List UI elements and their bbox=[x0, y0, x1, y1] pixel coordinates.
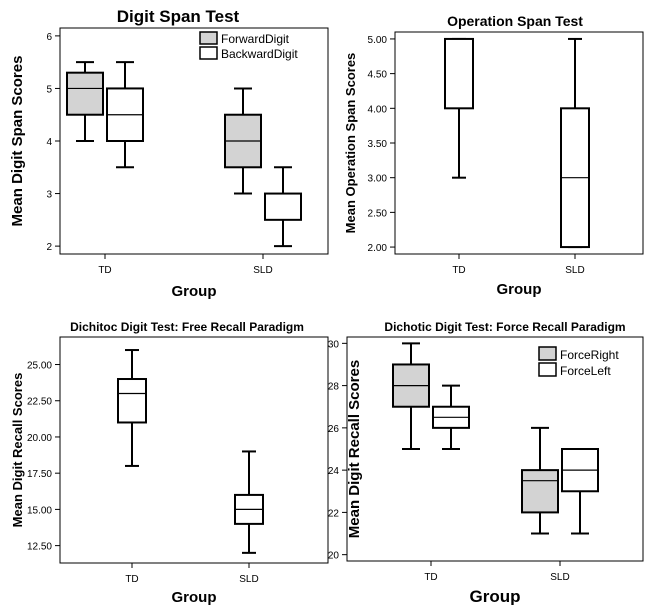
x-tick-label: TD bbox=[125, 574, 138, 585]
y-tick-label: 15.00 bbox=[27, 505, 52, 516]
chart-title: Operation Span Test bbox=[447, 13, 583, 29]
x-tick-label: TD bbox=[98, 265, 111, 276]
legend-swatch-forceleft bbox=[538, 362, 557, 377]
x-axis-label: Group bbox=[172, 283, 217, 300]
box-iqr bbox=[444, 37, 474, 110]
y-tick-label: 2 bbox=[46, 242, 52, 253]
y-tick-label: 17.50 bbox=[27, 469, 52, 480]
chart-title: Dichitoc Digit Test: Free Recall Paradig… bbox=[70, 320, 304, 334]
box-td bbox=[117, 349, 147, 467]
y-axis-label: Mean Digit Recall Scores bbox=[10, 373, 25, 528]
chart-panel-2: Operation Span Test Mean Operation Span S… bbox=[343, 13, 644, 298]
y-axis-label: Mean Digit Span Scores bbox=[9, 56, 26, 227]
y-tick-label: 12.50 bbox=[27, 542, 52, 553]
y-tick-label: 22 bbox=[328, 508, 340, 519]
y-axis-label: Mean Operation Span Scores bbox=[343, 53, 358, 234]
y-tick-label: 3 bbox=[46, 190, 52, 201]
legend-swatch-forceright bbox=[538, 346, 557, 361]
plot-frame bbox=[346, 336, 644, 562]
box-forceright-td bbox=[392, 342, 430, 450]
legend-label-forceright: ForceRight bbox=[560, 348, 619, 362]
y-tick-label: 4 bbox=[46, 137, 52, 148]
box-sld bbox=[560, 37, 590, 249]
plot-frame bbox=[59, 336, 329, 564]
x-tick-label: SLD bbox=[253, 265, 272, 276]
y-tick-label: 20.00 bbox=[27, 433, 52, 444]
y-tick-label: 4.00 bbox=[368, 104, 388, 115]
x-tick-label: TD bbox=[424, 572, 437, 583]
y-tick-label: 5.00 bbox=[368, 35, 388, 46]
x-tick-label: SLD bbox=[550, 572, 569, 583]
box-iqr bbox=[117, 378, 147, 424]
x-axis-label: Group bbox=[470, 587, 521, 605]
y-tick-label: 2.50 bbox=[368, 208, 388, 219]
box-backwarddigit-sld bbox=[264, 166, 302, 248]
legend: ForceRight ForceLeft bbox=[538, 346, 619, 378]
legend-swatch-backwarddigit bbox=[199, 46, 218, 60]
legend-label-forwarddigit: ForwardDigit bbox=[221, 32, 290, 46]
legend-label-backwarddigit: BackwardDigit bbox=[221, 47, 298, 61]
box-sld bbox=[234, 450, 264, 554]
box-backwarddigit-td bbox=[106, 61, 144, 169]
y-tick-label: 3.50 bbox=[368, 139, 388, 150]
y-tick-label: 30 bbox=[328, 339, 340, 350]
chart-title: Dichotic Digit Test: Force Recall Paradi… bbox=[384, 320, 625, 334]
chart-panel-3: Dichitoc Digit Test: Free Recall Paradig… bbox=[10, 320, 329, 605]
box-forwarddigit-sld bbox=[224, 87, 262, 195]
y-tick-label: 26 bbox=[328, 424, 340, 435]
y-tick-label: 20 bbox=[328, 551, 340, 562]
y-axis-label: Mean Digit Recall Scores bbox=[346, 360, 363, 538]
chart-panel-4: Dichotic Digit Test: Force Recall Paradi… bbox=[328, 320, 644, 605]
box-forceleft-td bbox=[432, 384, 470, 450]
y-tick-label: 3.00 bbox=[368, 174, 388, 185]
legend-swatch-forwarddigit bbox=[199, 31, 218, 45]
y-tick-label: 5 bbox=[46, 84, 52, 95]
x-axis-label: Group bbox=[497, 281, 542, 298]
legend-label-forceleft: ForceLeft bbox=[560, 364, 611, 378]
box-iqr bbox=[264, 192, 302, 221]
y-tick-label: 22.50 bbox=[27, 397, 52, 408]
x-axis-label: Group bbox=[172, 589, 217, 605]
box-forwarddigit-td bbox=[66, 61, 104, 142]
box-forceleft-sld bbox=[561, 448, 599, 535]
chart-panel-1: Digit Span Test Mean Digit Span Scores Gro… bbox=[9, 7, 329, 300]
box-td bbox=[444, 37, 474, 179]
chart-title: Digit Span Test bbox=[117, 7, 240, 26]
box-iqr bbox=[66, 71, 104, 116]
box-forceright-sld bbox=[521, 426, 559, 535]
x-tick-label: SLD bbox=[565, 265, 584, 276]
y-tick-label: 24 bbox=[328, 466, 340, 477]
box-iqr bbox=[521, 469, 559, 514]
y-tick-label: 28 bbox=[328, 382, 340, 393]
y-tick-label: 4.50 bbox=[368, 70, 388, 81]
x-tick-label: SLD bbox=[239, 574, 258, 585]
y-tick-label: 2.00 bbox=[368, 243, 388, 254]
x-tick-label: TD bbox=[452, 265, 465, 276]
y-tick-label: 6 bbox=[46, 32, 52, 43]
plot-frame bbox=[394, 31, 644, 255]
y-tick-label: 25.00 bbox=[27, 361, 52, 372]
